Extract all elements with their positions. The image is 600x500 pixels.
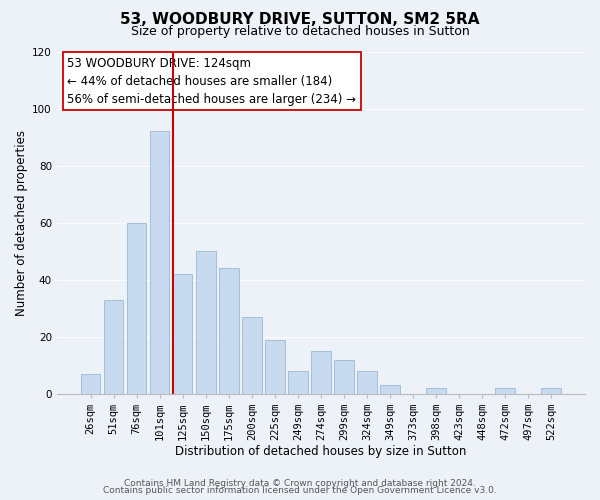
Bar	[127, 222, 146, 394]
Bar	[196, 251, 215, 394]
Bar	[496, 388, 515, 394]
Bar	[265, 340, 284, 394]
Bar	[334, 360, 354, 394]
Bar	[311, 351, 331, 394]
X-axis label: Distribution of detached houses by size in Sutton: Distribution of detached houses by size …	[175, 444, 467, 458]
Bar	[150, 132, 169, 394]
Bar	[219, 268, 239, 394]
Bar	[242, 317, 262, 394]
Text: 53 WOODBURY DRIVE: 124sqm
← 44% of detached houses are smaller (184)
56% of semi: 53 WOODBURY DRIVE: 124sqm ← 44% of detac…	[67, 56, 356, 106]
Bar	[173, 274, 193, 394]
Bar	[357, 371, 377, 394]
Bar	[288, 371, 308, 394]
Text: Size of property relative to detached houses in Sutton: Size of property relative to detached ho…	[131, 25, 469, 38]
Bar	[104, 300, 124, 394]
Text: 53, WOODBURY DRIVE, SUTTON, SM2 5RA: 53, WOODBURY DRIVE, SUTTON, SM2 5RA	[120, 12, 480, 28]
Y-axis label: Number of detached properties: Number of detached properties	[15, 130, 28, 316]
Text: Contains HM Land Registry data © Crown copyright and database right 2024.: Contains HM Land Registry data © Crown c…	[124, 478, 476, 488]
Bar	[81, 374, 100, 394]
Bar	[426, 388, 446, 394]
Text: Contains public sector information licensed under the Open Government Licence v3: Contains public sector information licen…	[103, 486, 497, 495]
Bar	[541, 388, 561, 394]
Bar	[380, 385, 400, 394]
